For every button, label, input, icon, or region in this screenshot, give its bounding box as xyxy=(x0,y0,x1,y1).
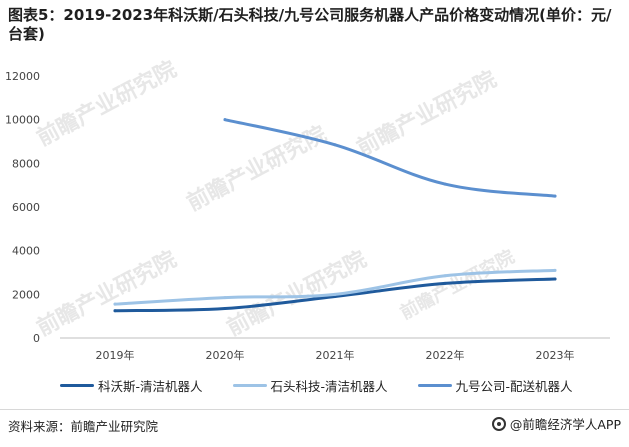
legend-item-2: 石头科技-清洁机器人 xyxy=(232,376,388,395)
watermark-text: 前瞻产业研究院 xyxy=(396,245,518,324)
y-tick-label: 0 xyxy=(33,332,40,345)
x-tick-label: 2023年 xyxy=(536,348,575,362)
data-point xyxy=(113,309,117,313)
source-note: 资料来源：前瞻产业研究院 xyxy=(8,419,159,434)
legend: 科沃斯-清洁机器人 石头科技-清洁机器人 九号公司-配送机器人 xyxy=(60,376,620,395)
legend-item-1: 科沃斯-清洁机器人 xyxy=(60,376,203,395)
y-tick-label: 12000 xyxy=(5,70,40,83)
data-point xyxy=(553,194,557,198)
x-tick-label: 2019年 xyxy=(96,348,135,362)
data-point xyxy=(223,307,227,311)
legend-label: 科沃斯-清洁机器人 xyxy=(98,379,203,394)
brand-logo-icon xyxy=(491,416,506,431)
legend-swatch xyxy=(60,384,94,387)
axes: 0 2000 4000 6000 8000 10000 12000 2019年 2020年 202… xyxy=(5,70,610,362)
legend-item-3: 九号公司-配送机器人 xyxy=(417,376,573,395)
data-point xyxy=(223,118,227,122)
watermark-text: 前瞻产业研究院 xyxy=(33,56,181,151)
data-point xyxy=(333,143,337,147)
y-tick-label: 8000 xyxy=(12,157,40,170)
brand-text: @前瞻经济学人APP xyxy=(509,417,621,432)
series-line-3 xyxy=(223,118,557,198)
chart-title: 图表5：2019-2023年科沃斯/石头科技/九号公司服务机器人产品价格变动情况… xyxy=(8,6,612,43)
legend-swatch xyxy=(417,384,452,387)
data-point xyxy=(113,302,117,306)
x-tick-label: 2021年 xyxy=(316,348,355,362)
data-point xyxy=(553,268,557,272)
legend-swatch xyxy=(232,384,267,387)
data-point xyxy=(443,274,447,278)
data-point xyxy=(553,277,557,281)
data-point xyxy=(223,296,227,300)
y-tick-label: 4000 xyxy=(12,245,40,258)
legend-label: 九号公司-配送机器人 xyxy=(455,379,573,394)
watermark-text: 前瞻产业研究院 xyxy=(353,66,501,161)
y-tick-label: 2000 xyxy=(12,288,40,301)
watermark-text: 前瞻产业研究院 xyxy=(183,121,331,216)
series-lines xyxy=(113,118,557,313)
data-point xyxy=(333,292,337,296)
watermark-text: 前瞻产业研究院 xyxy=(33,246,181,341)
x-tick-label: 2022年 xyxy=(426,348,465,362)
footer-divider xyxy=(0,409,629,410)
y-tick-label: 10000 xyxy=(5,114,40,127)
y-tick-label: 6000 xyxy=(12,201,40,214)
legend-label: 石头科技-清洁机器人 xyxy=(270,379,388,394)
data-point xyxy=(443,182,447,186)
x-tick-label: 2020年 xyxy=(206,348,245,362)
brand-credit: @前瞻经济学人APP xyxy=(491,414,621,433)
data-point xyxy=(443,281,447,285)
